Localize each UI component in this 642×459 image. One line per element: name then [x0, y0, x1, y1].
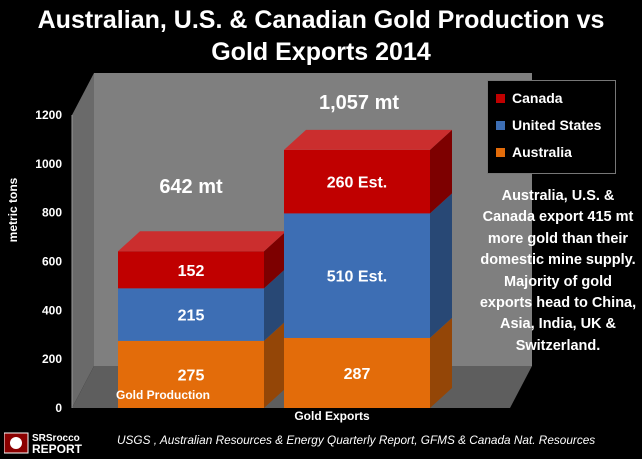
legend-swatch-canada — [496, 94, 505, 103]
legend-label-australia: Australia — [512, 144, 572, 160]
data-label-united-states-gold-exports: 510 Est. — [327, 269, 387, 286]
bar-side-canada-gold-exports — [430, 129, 452, 214]
y-tick-label: 0 — [55, 401, 62, 415]
bar-segment-australia-gold-production — [118, 340, 264, 408]
y-tick-label: 1200 — [35, 108, 62, 122]
data-label-united-states-gold-production: 215 — [178, 308, 205, 325]
bar-side-australia-gold-exports — [430, 317, 452, 408]
chart-title: Australian, U.S. & Canadian Gold Product… — [0, 4, 642, 68]
bar-segment-united-states-gold-exports — [284, 213, 430, 338]
annotation-text: Australia, U.S. & Canada export 415 mt m… — [479, 188, 637, 354]
bar-segment-canada-gold-production — [118, 251, 264, 289]
logo-text-top: SRSrocco — [32, 433, 80, 444]
y-tick-label: 200 — [42, 352, 62, 366]
bar-side-united-states-gold-exports — [430, 193, 452, 338]
chart-title-line-2: Gold Exports 2014 — [211, 38, 431, 66]
bar-top-gold-exports — [284, 129, 452, 150]
y-tick-label: 600 — [42, 255, 62, 269]
chart-title-line-1: Australian, U.S. & Canadian Gold Product… — [37, 6, 605, 34]
bar-segment-canada-gold-exports — [284, 149, 430, 214]
y-tick-label: 800 — [42, 206, 62, 220]
legend-swatch-united-states — [496, 121, 505, 130]
x-category-label-gold-production: Gold Production — [116, 388, 210, 402]
bar-side-united-states-gold-production — [264, 268, 286, 341]
data-label-australia-gold-production: 275 — [178, 367, 205, 384]
legend-label-canada: Canada — [512, 90, 563, 106]
bar-segment-australia-gold-exports — [284, 337, 430, 408]
data-label-australia-gold-exports: 287 — [344, 366, 371, 383]
srsrocco-report-logo: SRSrocco REPORT — [4, 432, 83, 455]
bar-segment-united-states-gold-production — [118, 288, 264, 341]
x-category-label-gold-exports: Gold Exports — [294, 409, 370, 423]
legend-swatch-australia — [496, 148, 505, 157]
total-label-gold-exports: 1,057 mt — [319, 92, 399, 114]
data-label-canada-gold-production: 152 — [178, 263, 205, 280]
y-tick-label: 400 — [42, 303, 62, 317]
total-label-gold-production: 642 mt — [159, 176, 223, 198]
chart-legend: Canada United States Australia — [487, 80, 616, 174]
source-text: USGS , Australian Resources & Energy Qua… — [117, 433, 596, 447]
bar-side-australia-gold-production — [264, 320, 286, 408]
y-axis-label: metric tons — [6, 177, 20, 242]
logo-text-bottom: REPORT — [32, 442, 83, 455]
y-tick-label: 1000 — [35, 157, 62, 171]
legend-label-united-states: United States — [512, 117, 602, 133]
bar-side-canada-gold-production — [264, 231, 286, 289]
data-label-canada-gold-exports: 260 Est. — [327, 175, 387, 192]
logo-emblem-circle — [10, 437, 22, 449]
chart-side-wall — [72, 73, 94, 408]
bar-top-gold-production — [118, 231, 286, 252]
